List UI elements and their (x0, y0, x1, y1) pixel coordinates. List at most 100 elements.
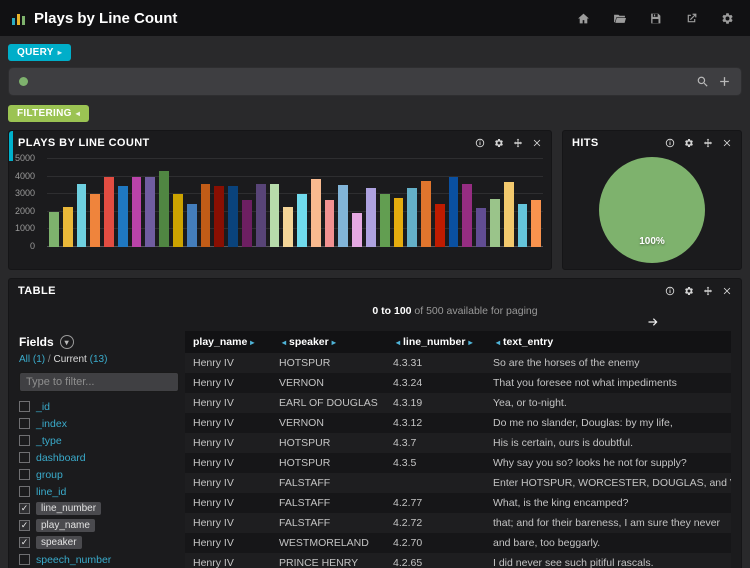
chart-bar[interactable] (379, 194, 390, 247)
chart-bar[interactable] (434, 203, 445, 247)
info-icon[interactable] (665, 286, 675, 296)
chart-bar[interactable] (76, 183, 87, 247)
move-icon[interactable] (703, 286, 713, 296)
save-icon[interactable] (649, 12, 662, 25)
chart-bar[interactable] (214, 185, 225, 247)
field-checkbox[interactable] (19, 486, 30, 497)
fields-all-link[interactable]: All (19, 354, 31, 365)
table-row[interactable]: Henry IV FALSTAFF 4.2.72 that; and for thei… (185, 513, 731, 533)
field-checkbox[interactable] (19, 401, 30, 412)
table-row[interactable]: Henry IV VERNON 4.3.12 Do me no slander, Do… (185, 413, 731, 433)
field-checkbox[interactable] (19, 418, 30, 429)
move-column-right-icon[interactable]: ▸ (468, 337, 473, 347)
field-checkbox[interactable]: ✓ (19, 537, 30, 548)
search-icon[interactable] (696, 75, 709, 88)
chart-bar[interactable] (503, 182, 514, 247)
close-icon[interactable] (532, 138, 542, 148)
field-name[interactable]: line_id (36, 485, 67, 498)
field-filter-input[interactable] (19, 372, 179, 392)
field-name[interactable]: speech_number (36, 553, 112, 566)
chart-bar[interactable] (117, 185, 128, 247)
chart-bar[interactable] (531, 199, 542, 247)
chart-bar[interactable] (517, 204, 528, 247)
chart-bar[interactable] (462, 184, 473, 247)
chart-bar[interactable] (297, 194, 307, 247)
chart-bar[interactable] (476, 208, 486, 247)
hits-pie-chart[interactable]: 100% (599, 157, 705, 263)
chart-bar[interactable] (173, 194, 183, 247)
table-row[interactable]: Henry IV PRINCE HENRY 4.2.65 I did never se… (185, 553, 731, 568)
chart-bar[interactable] (131, 176, 142, 247)
move-column-right-icon[interactable]: ▸ (250, 337, 255, 347)
chart-bar[interactable] (255, 184, 266, 247)
close-icon[interactable] (722, 286, 732, 296)
table-row[interactable]: Henry IV VERNON 4.3.24 That you foresee not… (185, 373, 731, 393)
plus-icon[interactable] (718, 75, 731, 88)
chart-bar[interactable] (352, 212, 362, 247)
chart-bar[interactable] (448, 176, 459, 247)
chart-bar[interactable] (393, 197, 404, 247)
chart-bar[interactable] (90, 194, 101, 247)
table-row[interactable]: Henry IV EARL OF DOUGLAS 4.3.19 Yea, or to-… (185, 393, 731, 413)
chart-bar[interactable] (365, 187, 376, 247)
move-icon[interactable] (703, 138, 713, 148)
chart-bar[interactable] (159, 171, 170, 247)
export-icon[interactable] (685, 12, 698, 25)
field-name[interactable]: dashboard (36, 451, 86, 464)
column-header-text_entry[interactable]: ◂ text_entry (485, 336, 731, 348)
table-row[interactable]: Henry IV HOTSPUR 4.3.31 So are the horses o… (185, 353, 731, 373)
chart-bar[interactable] (310, 179, 321, 247)
chart-bar[interactable] (269, 184, 280, 247)
chart-bar[interactable] (62, 206, 73, 247)
table-row[interactable]: Henry IV FALSTAFF 4.2.77 What, is the king … (185, 493, 731, 513)
fields-collapse-icon[interactable]: ▾ (59, 335, 74, 349)
chart-bar[interactable] (200, 184, 211, 247)
move-column-left-icon[interactable]: ◂ (282, 337, 287, 347)
home-icon[interactable] (577, 12, 590, 25)
table-row[interactable]: Henry IV HOTSPUR 4.3.5 Why say you so? look… (185, 453, 731, 473)
field-checkbox[interactable] (19, 452, 30, 463)
chart-bar[interactable] (145, 176, 156, 247)
move-icon[interactable] (513, 138, 523, 148)
table-row[interactable]: Henry IV FALSTAFF Enter HOTSPUR, WORCESTER… (185, 473, 731, 493)
chart-bar[interactable] (186, 203, 197, 247)
gear-icon[interactable] (721, 12, 734, 25)
field-name[interactable]: speaker (36, 536, 82, 549)
column-header-line_number[interactable]: ◂ line_number ▸ (385, 336, 485, 348)
chart-bar[interactable] (407, 187, 418, 247)
close-icon[interactable] (722, 138, 732, 148)
field-name[interactable]: line_number (36, 502, 102, 515)
field-checkbox[interactable]: ✓ (19, 520, 30, 531)
info-icon[interactable] (665, 138, 675, 148)
column-header-speaker[interactable]: ◂ speaker ▸ (271, 336, 385, 348)
chart-bar[interactable] (49, 211, 59, 247)
search-bar[interactable] (8, 67, 742, 96)
move-column-right-icon[interactable]: ▸ (331, 337, 336, 347)
chart-bar[interactable] (241, 199, 252, 247)
info-icon[interactable] (475, 138, 485, 148)
field-checkbox[interactable] (19, 469, 30, 480)
gear-icon[interactable] (684, 138, 694, 148)
field-name[interactable]: group (36, 468, 63, 481)
query-toggle-button[interactable]: QUERY ▸ (8, 44, 72, 61)
chart-bar[interactable] (228, 185, 238, 247)
fields-current-link[interactable]: Current (53, 354, 87, 365)
table-row[interactable]: Henry IV HOTSPUR 4.3.7 His is certain, ours… (185, 433, 731, 453)
gear-icon[interactable] (494, 138, 504, 148)
move-column-left-icon[interactable]: ◂ (396, 337, 401, 347)
chart-bar[interactable] (104, 177, 114, 247)
chart-bar[interactable] (490, 198, 500, 247)
gear-icon[interactable] (684, 286, 694, 296)
search-input[interactable] (36, 73, 688, 90)
field-name[interactable]: _id (36, 400, 51, 413)
field-name[interactable]: _type (36, 434, 62, 447)
arrow-right-icon[interactable] (647, 316, 659, 328)
table-row[interactable]: Henry IV WESTMORELAND 4.2.70 and bare, too … (185, 533, 731, 553)
chart-bar[interactable] (283, 206, 294, 247)
chart-bar[interactable] (421, 181, 431, 247)
chart-bar[interactable] (338, 185, 349, 247)
filtering-toggle-button[interactable]: FILTERING ◂ (8, 105, 90, 122)
folder-open-icon[interactable] (613, 12, 626, 25)
field-name[interactable]: _index (36, 417, 67, 430)
field-checkbox[interactable] (19, 554, 30, 565)
